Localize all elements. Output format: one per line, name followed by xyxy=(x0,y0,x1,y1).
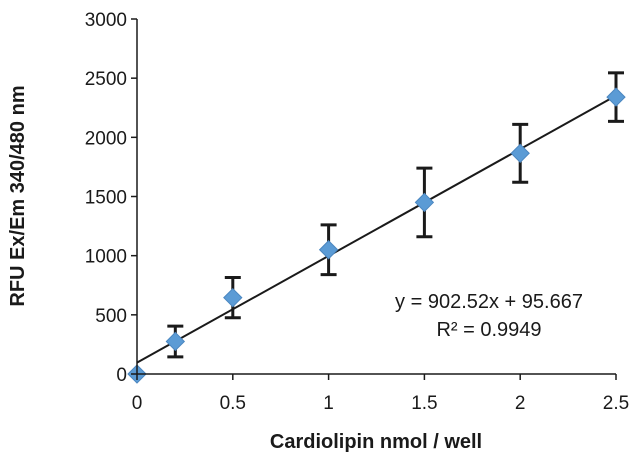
plot-area xyxy=(127,71,626,384)
x-tick-label: 1.5 xyxy=(411,393,437,414)
data-point xyxy=(165,331,186,352)
x-tick-label: 2.5 xyxy=(603,393,629,414)
x-tick-label: 2 xyxy=(515,393,526,414)
x-tick-label: 0 xyxy=(132,393,143,414)
y-tick-label: 1000 xyxy=(85,247,127,268)
trendline-equation: y = 902.52x + 95.667 xyxy=(395,291,583,313)
data-point xyxy=(414,192,435,213)
y-tick-label: 1500 xyxy=(85,188,127,209)
data-point xyxy=(318,240,339,260)
y-axis-title: RFU Ex/Em 340/480 nm xyxy=(7,85,29,306)
x-axis-ticks: 0 0.5 1 1.5 2 2.5 xyxy=(132,374,629,414)
x-tick-label: 1 xyxy=(323,393,334,414)
y-tick-label: 500 xyxy=(95,306,127,327)
x-axis-title: Cardiolipin nmol / well xyxy=(270,431,482,453)
y-tick-label: 2000 xyxy=(85,128,127,149)
y-tick-label: 2500 xyxy=(85,69,127,90)
y-axis-ticks: 0 500 1000 1500 2000 2500 3000 xyxy=(85,10,137,386)
trendline-r-squared: R² = 0.9949 xyxy=(436,319,541,341)
data-point xyxy=(606,87,626,107)
trendline xyxy=(136,94,617,364)
data-point xyxy=(510,143,530,164)
x-tick-label: 0.5 xyxy=(220,393,246,414)
y-tick-label: 0 xyxy=(116,365,127,386)
data-point xyxy=(223,287,243,308)
y-tick-label: 3000 xyxy=(85,10,127,31)
